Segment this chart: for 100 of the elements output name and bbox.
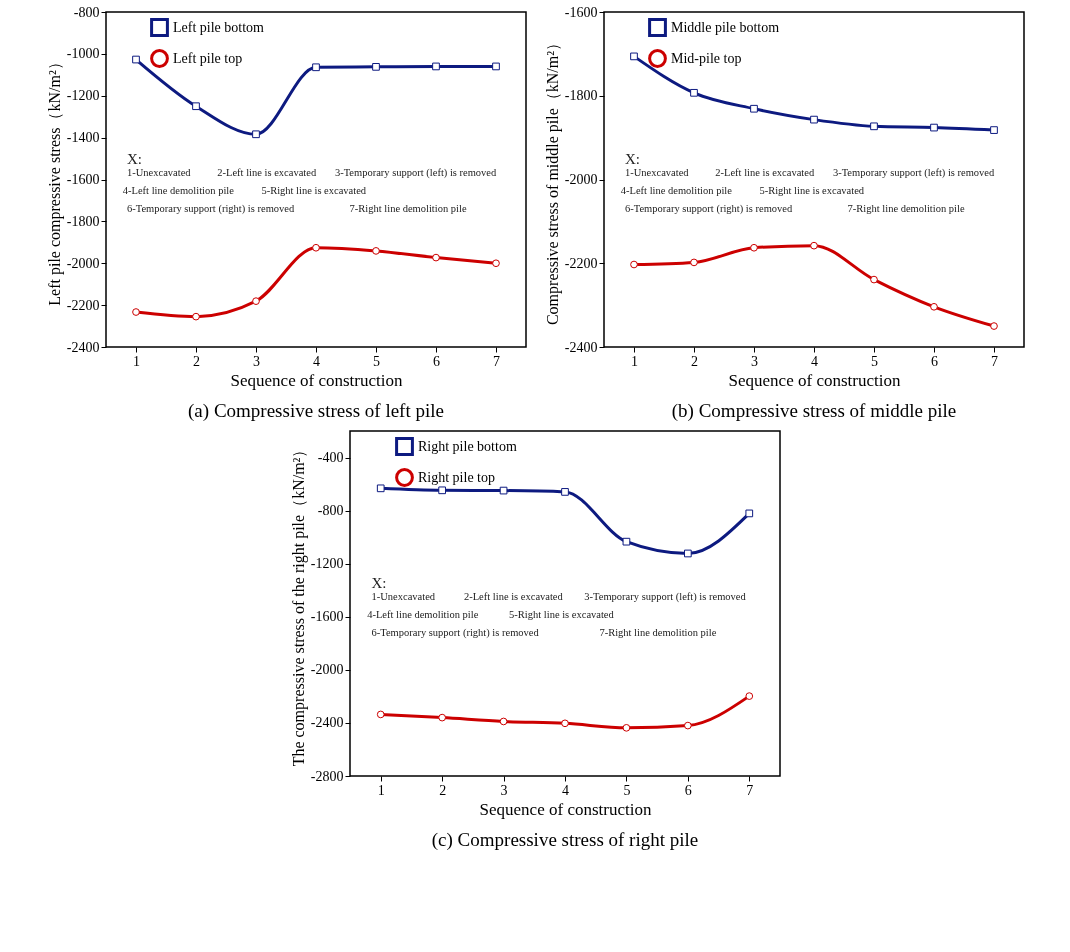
annotation: X: <box>371 574 387 591</box>
legend-label: Right pile top <box>418 469 495 485</box>
point <box>372 247 380 255</box>
point <box>376 484 385 493</box>
x-tick-label: 5 <box>373 353 380 369</box>
point <box>684 549 692 558</box>
annotation: 4-Left line demolition pile <box>620 185 733 197</box>
y-tick-label: -2000 <box>564 172 598 187</box>
annotation: 3-Temporary support (left) is removed <box>584 590 747 603</box>
text: (c) Compressive stress of right pile <box>431 829 699 851</box>
annotation: 7-Right line demolition pile <box>349 203 467 215</box>
x-tick-label: 3 <box>500 782 508 798</box>
annotation: X: <box>127 151 142 168</box>
x-tick-label: 7 <box>493 353 500 369</box>
point <box>630 52 638 61</box>
annotation: 1-Unexcavated <box>127 167 192 179</box>
x-tick-label: 4 <box>562 782 569 798</box>
point <box>870 122 878 131</box>
annotation: 1-Unexcavated <box>371 590 436 602</box>
point <box>684 721 692 730</box>
annotation: 5-Right line is excavated <box>759 185 865 197</box>
legend-label: Right pile bottom <box>418 438 517 454</box>
text: (b) Compressive stress of middle pile <box>671 400 957 422</box>
x-tick-label: 6 <box>931 353 938 369</box>
point <box>630 260 638 269</box>
y-tick-label: -800 <box>73 4 100 20</box>
annotation: 2-Left line is excavated <box>463 590 564 602</box>
annotation: 3-Temporary support (left) is removed <box>832 167 996 180</box>
point <box>622 537 631 546</box>
legend-label: Left pile top <box>173 50 243 66</box>
point <box>432 253 440 262</box>
point <box>432 62 440 71</box>
point <box>499 486 508 495</box>
x-tick-label: 7 <box>746 782 754 798</box>
x-axis-title: Sequence of construction <box>479 799 652 819</box>
annotation: 1-Unexcavated <box>625 167 690 179</box>
annotation: 4-Left line demolition pile <box>122 185 235 197</box>
annotation: 7-Right line demolition pile <box>847 203 965 215</box>
point <box>561 488 569 496</box>
point <box>252 130 260 139</box>
point <box>132 55 140 64</box>
point <box>690 258 698 267</box>
legend-label: Mid-pile top <box>671 50 742 66</box>
x-tick-label: 6 <box>684 782 692 798</box>
y-tick-label: -1000 <box>66 46 100 62</box>
point <box>192 312 200 321</box>
point <box>990 126 998 134</box>
y-tick-label: -400 <box>317 450 344 466</box>
y-tick-label: -1800 <box>564 88 598 104</box>
point <box>492 62 500 71</box>
point <box>438 486 446 495</box>
x-tick-label: 1 <box>377 782 385 798</box>
point <box>690 88 698 97</box>
y-axis-title: The compressive stress of the right pile（kN/m²） <box>289 441 308 767</box>
x-tick-label: 4 <box>811 353 818 369</box>
y-tick-label: -1600 <box>564 4 598 20</box>
point <box>492 259 500 268</box>
legend-label: Left pile bottom <box>173 19 265 35</box>
y-tick-label: -2800 <box>310 768 344 784</box>
annotation: 5-Right line is excavated <box>509 608 615 620</box>
annotation: X: <box>625 151 640 168</box>
y-tick-label: -2400 <box>310 715 344 731</box>
y-tick-label: -2000 <box>66 255 100 271</box>
y-tick-label: -1200 <box>66 88 100 104</box>
x-axis-title: Sequence of construction <box>230 370 403 390</box>
point <box>312 63 320 72</box>
point <box>810 115 818 124</box>
x-tick-label: 7 <box>991 353 998 369</box>
point <box>372 63 380 71</box>
x-axis-title: Sequence of construction <box>728 370 901 390</box>
point <box>750 243 758 252</box>
point <box>438 713 446 722</box>
annotation: 7-Right line demolition pile <box>599 626 717 638</box>
x-tick-label: 1 <box>133 353 140 369</box>
annotation: 3-Temporary support (left) is removed <box>334 167 498 180</box>
y-tick-label: -2200 <box>564 255 598 271</box>
point <box>810 241 818 250</box>
legend-label: Middle pile bottom <box>671 19 780 35</box>
point <box>622 723 631 732</box>
point <box>132 308 140 316</box>
x-tick-label: 2 <box>691 353 698 369</box>
x-tick-label: 5 <box>623 782 631 798</box>
point <box>870 275 878 284</box>
y-tick-label: -2400 <box>66 339 100 355</box>
x-tick-label: 5 <box>871 353 878 369</box>
x-tick-label: 6 <box>433 353 440 369</box>
x-tick-label: 2 <box>193 353 200 369</box>
x-tick-label: 3 <box>751 353 758 369</box>
annotation: 2-Left line is excavated <box>715 167 815 179</box>
y-tick-label: -1600 <box>66 172 100 187</box>
y-tick-label: -1600 <box>310 609 344 625</box>
x-tick-label: 3 <box>253 353 260 369</box>
x-tick-label: 2 <box>439 782 447 798</box>
point <box>745 692 754 700</box>
x-tick-label: 1 <box>631 353 638 369</box>
point <box>192 102 200 111</box>
x-tick-label: 4 <box>313 353 320 369</box>
point <box>252 297 260 305</box>
point <box>990 322 998 330</box>
y-tick-label: -800 <box>317 503 344 519</box>
